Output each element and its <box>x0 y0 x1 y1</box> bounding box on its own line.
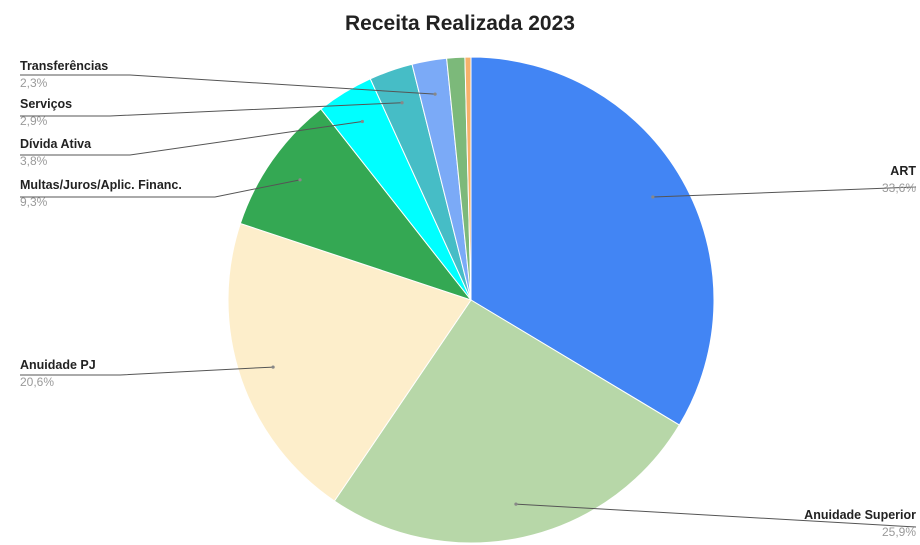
pie-slice-art <box>470 56 715 426</box>
leader-dot-transferencias <box>433 92 437 96</box>
leader-line-transferencias <box>20 74 436 95</box>
leader-dot-art <box>651 195 655 199</box>
leader-dot-multas-juros-aplic-financ <box>298 178 302 182</box>
slice-label-multas-juros-aplic-financ: Multas/Juros/Aplic. Financ. <box>20 178 182 192</box>
pie-slice-anuidade-pj <box>227 222 472 502</box>
leader-dot-anuidade-pj <box>271 365 275 369</box>
leader-line-anuidade-pj <box>20 366 274 376</box>
slice-value-divida-ativa: 3,8% <box>20 154 48 168</box>
pie-slice-multas-juros-aplic-financ <box>239 108 473 301</box>
leader-dot-anuidade-superior <box>514 502 518 506</box>
slice-value-anuidade-superior: 25,9% <box>882 525 916 539</box>
leader-dot-divida-ativa <box>360 119 364 124</box>
leader-line-servicos <box>20 102 403 117</box>
leader-line-art <box>652 186 917 198</box>
pie-slice-other-8 <box>464 56 472 301</box>
slice-label-art: ART <box>890 164 916 178</box>
slice-label-anuidade-superior: Anuidade Superior <box>804 508 916 522</box>
slice-label-transferencias: Transferências <box>20 59 108 73</box>
leader-dot-servicos <box>400 101 404 105</box>
chart-title: Receita Realizada 2023 <box>345 12 575 35</box>
leader-line-divida-ativa <box>20 120 363 156</box>
slice-value-art: 33,6% <box>882 181 916 195</box>
leader-line-anuidade-superior <box>515 503 917 528</box>
slice-value-transferencias: 2,3% <box>20 76 48 90</box>
slice-value-anuidade-pj: 20,6% <box>20 375 54 389</box>
pie-slice-anuidade-superior <box>333 299 681 544</box>
slice-value-multas-juros-aplic-financ: 9,3% <box>20 195 48 209</box>
leader-line-multas-juros-aplic-financ <box>20 179 301 198</box>
slice-label-divida-ativa: Dívida Ativa <box>20 137 92 151</box>
slice-label-anuidade-pj: Anuidade PJ <box>20 358 96 372</box>
slice-value-servicos: 2,9% <box>20 114 48 128</box>
slice-label-servicos: Serviços <box>20 97 72 111</box>
